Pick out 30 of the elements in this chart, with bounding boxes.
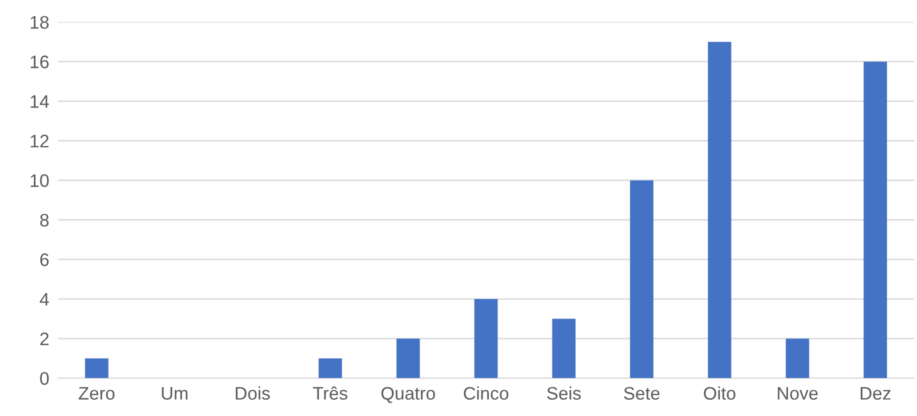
y-tick-label: 16 [30, 56, 49, 68]
x-tick-label: Seis [547, 386, 581, 400]
x-tick-label: Um [162, 387, 188, 400]
bar [396, 338, 420, 378]
x-tick-label: Dez [860, 387, 890, 400]
x-tick-label: Sete [624, 386, 660, 400]
x-tick-label: Cinco [464, 386, 508, 400]
bar [786, 338, 810, 378]
y-tick-label: 12 [30, 134, 49, 148]
bar [708, 42, 732, 378]
y-tick-label: 18 [30, 16, 49, 29]
bar [552, 318, 576, 378]
x-tick-label: Nove [778, 387, 818, 400]
bar [318, 358, 342, 378]
y-tick-label: 6 [40, 253, 49, 266]
y-tick-label: 14 [30, 95, 49, 108]
y-tick-label: 2 [40, 332, 49, 346]
x-tick-label: Zero [78, 387, 115, 400]
x-tick-label: Dois [236, 386, 270, 400]
y-tick-label: 0 [40, 372, 49, 385]
bar [630, 180, 654, 378]
y-tick-label: 4 [40, 293, 49, 306]
bar [85, 358, 108, 378]
y-tick-label: 10 [30, 174, 49, 188]
x-tick-label: Quatro [381, 386, 435, 403]
y-tick-label: 8 [40, 214, 49, 227]
x-tick-label: Três [312, 386, 348, 400]
bar [864, 62, 887, 378]
bar [474, 299, 498, 378]
x-tick-label: Oito [704, 386, 736, 400]
